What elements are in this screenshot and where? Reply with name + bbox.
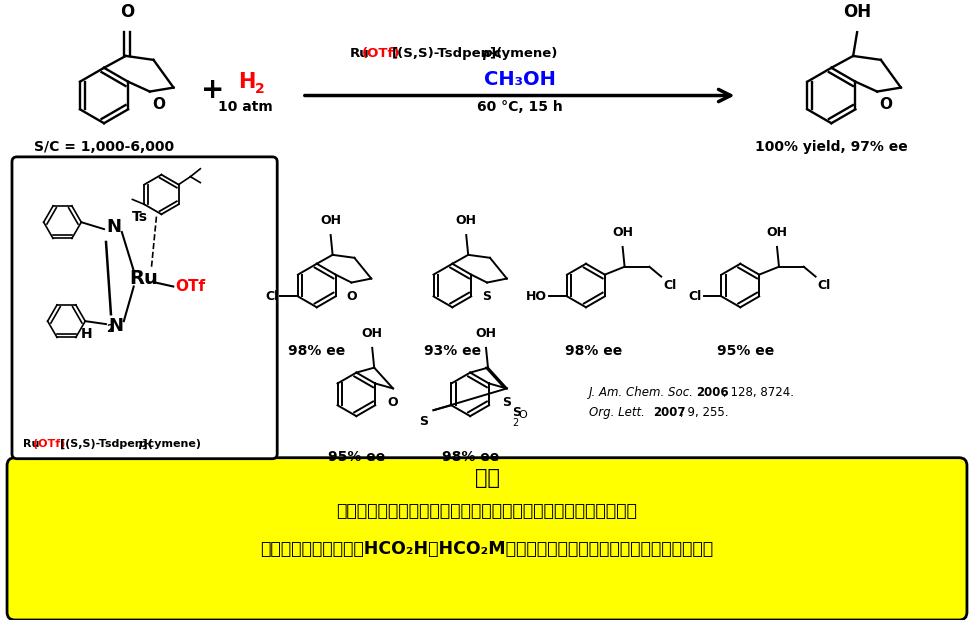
Text: 60 °C, 15 h: 60 °C, 15 h xyxy=(477,100,563,114)
Text: (OTf): (OTf) xyxy=(361,48,400,61)
Text: , 9, 255.: , 9, 255. xyxy=(680,405,729,419)
Text: , 128, 8724.: , 128, 8724. xyxy=(723,386,794,399)
Text: 2: 2 xyxy=(511,418,518,428)
Text: 特徴: 特徴 xyxy=(474,469,500,489)
Text: OTf: OTf xyxy=(175,279,206,294)
Text: CH₃OH: CH₃OH xyxy=(484,70,555,89)
Text: Ru: Ru xyxy=(130,269,158,288)
Text: S: S xyxy=(420,415,429,428)
Text: OH: OH xyxy=(612,226,633,239)
Text: Cl: Cl xyxy=(265,290,279,303)
Text: H: H xyxy=(81,327,93,341)
Text: O: O xyxy=(388,396,398,409)
Text: S: S xyxy=(511,406,521,419)
Text: -cymene): -cymene) xyxy=(488,48,558,61)
Text: OH: OH xyxy=(456,214,476,227)
Text: Ts: Ts xyxy=(131,210,148,224)
Text: S: S xyxy=(482,290,492,303)
Text: O: O xyxy=(519,410,528,420)
Text: H: H xyxy=(239,72,256,92)
Text: Ru: Ru xyxy=(22,439,39,449)
Text: N: N xyxy=(108,317,124,335)
Text: HO: HO xyxy=(526,290,547,303)
Text: Cl: Cl xyxy=(689,290,701,303)
Text: N: N xyxy=(106,218,122,236)
Text: 耐圧容器が必要だが、HCO₂HやHCO₂Mを使用しないため、反応後に水洗処理が不要: 耐圧容器が必要だが、HCO₂HやHCO₂Mを使用しないため、反応後に水洗処理が不… xyxy=(260,540,714,558)
Text: OH: OH xyxy=(320,214,341,227)
Text: 98% ee: 98% ee xyxy=(288,344,346,358)
Text: OH: OH xyxy=(475,327,497,340)
Text: 100% yield, 97% ee: 100% yield, 97% ee xyxy=(755,140,908,154)
FancyBboxPatch shape xyxy=(12,157,278,459)
Text: OH: OH xyxy=(767,226,788,239)
Text: [(S,S)-Tsdpen](: [(S,S)-Tsdpen]( xyxy=(392,48,503,61)
Text: 98% ee: 98% ee xyxy=(441,450,499,464)
Text: J. Am. Chem. Soc.: J. Am. Chem. Soc. xyxy=(589,386,697,399)
Text: 触媒の脱離基を変えることで、水素を水素源に用いることも可能: 触媒の脱離基を変えることで、水素を水素源に用いることも可能 xyxy=(337,502,637,520)
Text: (OTf): (OTf) xyxy=(33,439,65,449)
Text: 2007: 2007 xyxy=(654,405,686,419)
Text: 2006: 2006 xyxy=(695,386,729,399)
Text: -cymene): -cymene) xyxy=(143,439,202,449)
Text: Ru: Ru xyxy=(350,48,369,61)
Text: 10 atm: 10 atm xyxy=(218,100,273,114)
Text: 95% ee: 95% ee xyxy=(327,450,385,464)
Text: [(S,S)-Tsdpen](: [(S,S)-Tsdpen]( xyxy=(59,439,153,449)
Text: S: S xyxy=(503,396,511,409)
Text: 2: 2 xyxy=(106,324,114,334)
FancyBboxPatch shape xyxy=(7,458,967,620)
Text: 98% ee: 98% ee xyxy=(565,344,622,358)
Text: p: p xyxy=(138,439,146,449)
Text: S/C = 1,000-6,000: S/C = 1,000-6,000 xyxy=(34,140,174,154)
Text: 2: 2 xyxy=(254,82,264,95)
Text: O: O xyxy=(152,97,165,112)
Text: O: O xyxy=(346,290,356,303)
Text: O: O xyxy=(880,97,892,112)
Text: Org. Lett.: Org. Lett. xyxy=(589,405,649,419)
Text: OH: OH xyxy=(843,3,871,21)
Text: OH: OH xyxy=(361,327,383,340)
Text: p: p xyxy=(482,48,492,61)
Text: Cl: Cl xyxy=(663,278,677,291)
Text: O: O xyxy=(120,3,133,21)
Text: Cl: Cl xyxy=(817,278,831,291)
Text: +: + xyxy=(202,76,225,104)
Text: 95% ee: 95% ee xyxy=(717,344,774,358)
Text: 93% ee: 93% ee xyxy=(424,344,481,358)
